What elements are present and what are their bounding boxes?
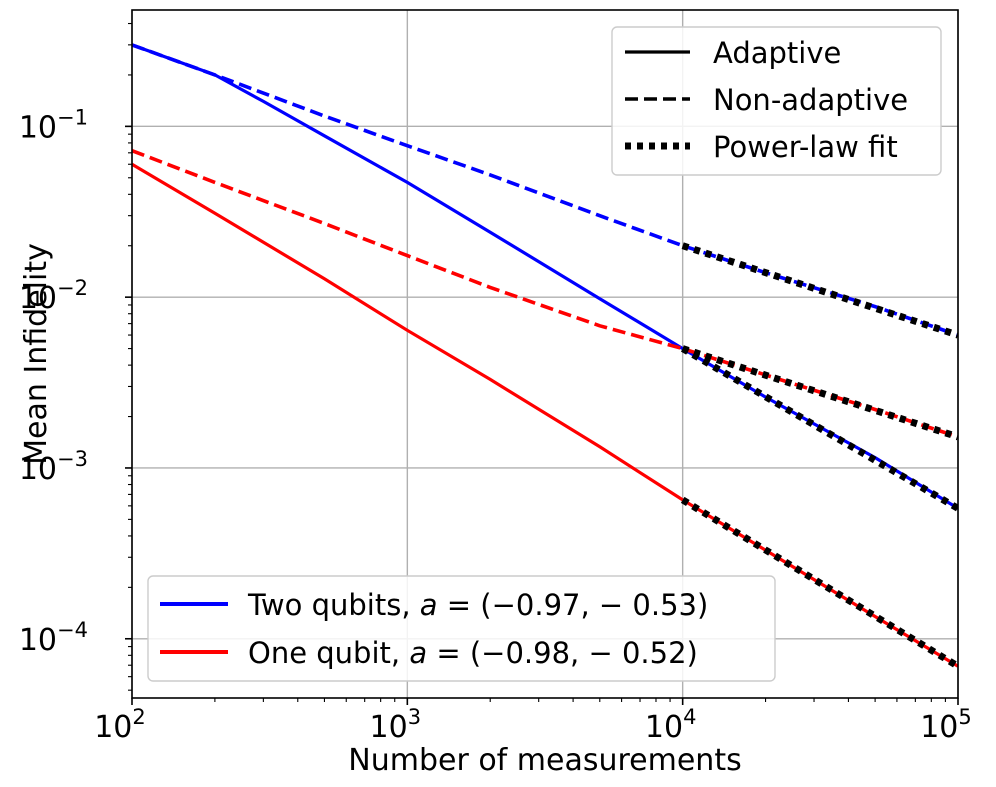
series-line-fit-two-qubits-adaptive [680, 345, 958, 512]
legend-label-dashed: Non-adaptive [713, 83, 908, 117]
y-tick-label: 10−1 [19, 105, 88, 145]
legend-label-solid: Adaptive [713, 36, 841, 70]
series-line-fit-two-qubits-non-adaptive [681, 242, 958, 339]
x-tick-label: 104 [645, 705, 697, 745]
series-line-fit-one-qubit-non-adaptive [681, 345, 958, 441]
axes-frame [131, 9, 959, 699]
x-axis-title: Number of measurements [348, 743, 741, 778]
legend-label-dotted: Power-law fit [713, 130, 898, 164]
x-tick-label: 102 [94, 705, 146, 745]
y-axis-title: Mean Infidelity [19, 243, 54, 465]
ticks: 102 103 104 105 10−4 10−3 10−2 10−1 [19, 22, 972, 745]
series-layer [132, 43, 958, 670]
y-tick-label: 10−4 [19, 618, 88, 658]
x-tick-label: 105 [920, 705, 972, 745]
y-tick-label: 10−3 [19, 447, 88, 487]
series-line-fit-one-qubit-adaptive [680, 496, 958, 670]
x-tick-label: 103 [370, 705, 422, 745]
legend-qubits-box [147, 575, 776, 682]
legend-qubits: Two qubits, a = (−0.97, − 0.53) One qubit… [147, 575, 776, 682]
legend-qubit-label: One qubit, a = (−0.98, − 0.52) [248, 636, 698, 670]
legend-line-styles-box [611, 26, 942, 176]
y-tick-label: 10−2 [19, 276, 88, 316]
legend-qubit-label: Two qubits, a = (−0.97, − 0.53) [247, 588, 708, 622]
legend-line-styles: Adaptive Non-adaptive Power-law fit [611, 26, 942, 176]
